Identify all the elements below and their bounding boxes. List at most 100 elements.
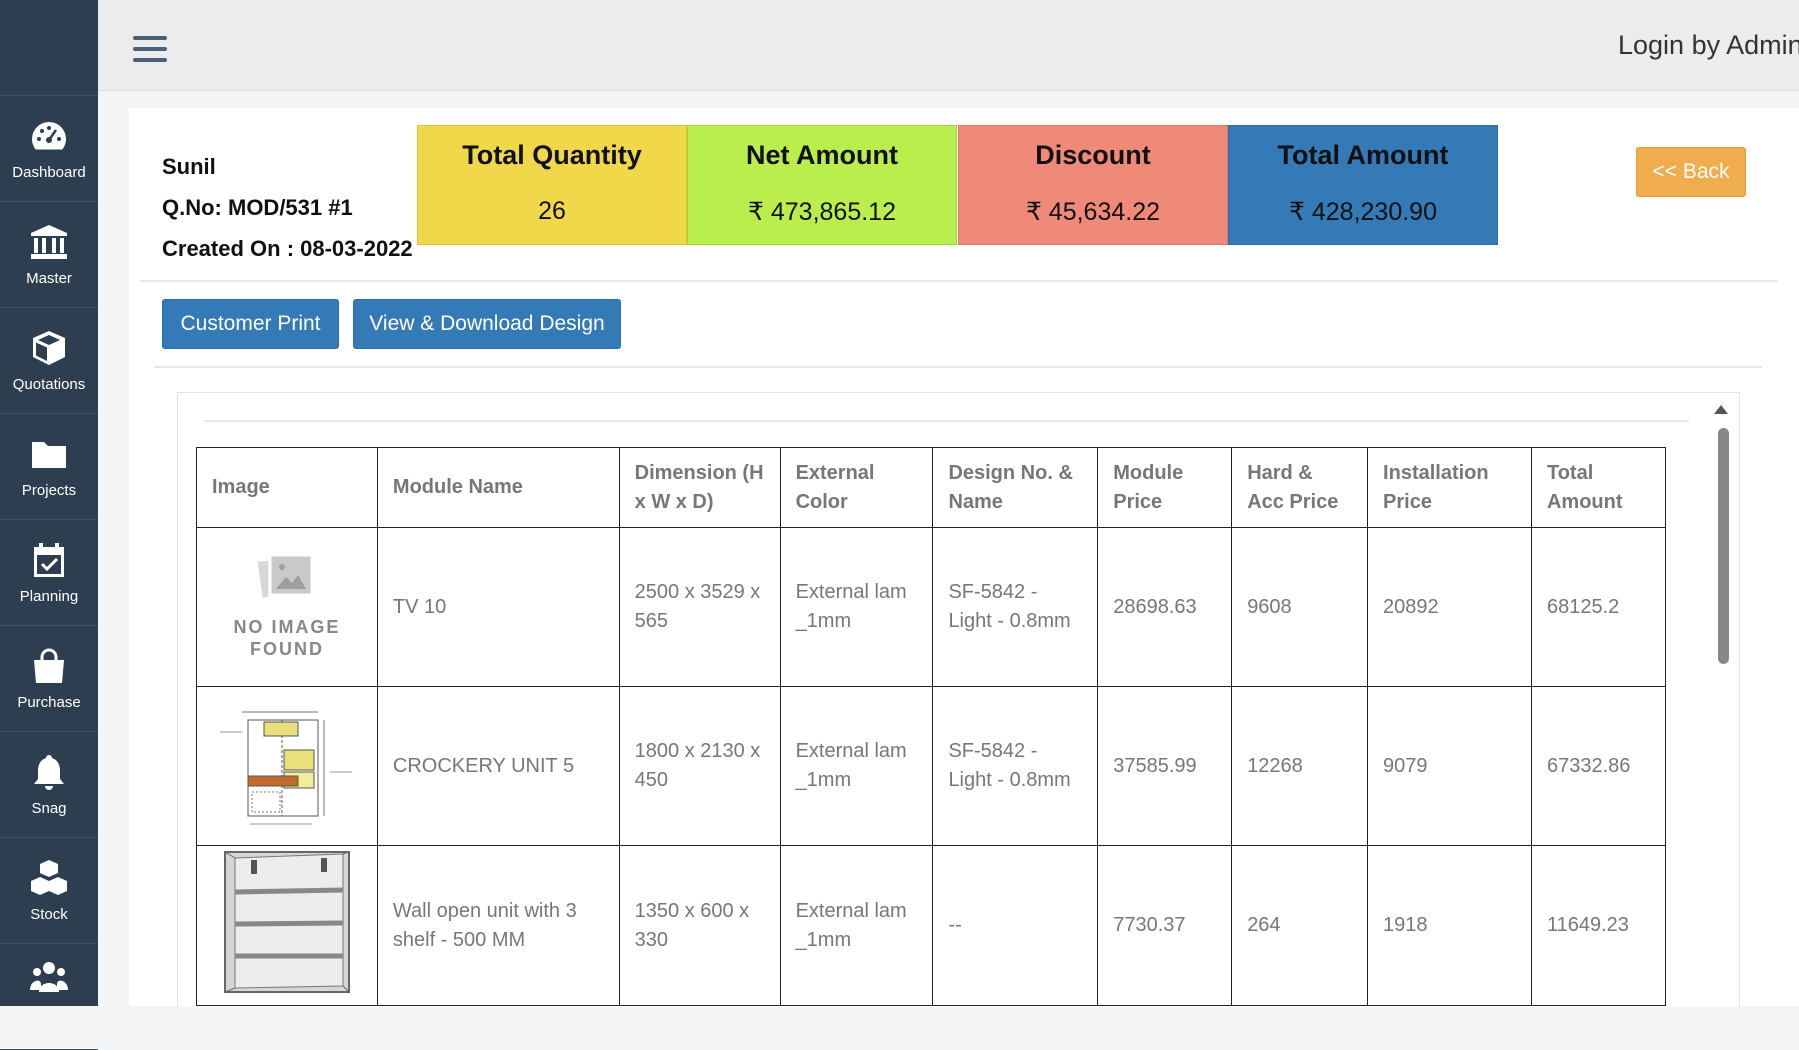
sidebar-item-snag[interactable]: Snag bbox=[0, 732, 98, 838]
top-bar: Login by Admin bbox=[98, 0, 1799, 91]
total-amount-card: Total Amount ₹ 428,230.90 bbox=[1228, 125, 1498, 245]
sidebar-item-projects[interactable]: Projects bbox=[0, 414, 98, 520]
hard-acc-price-cell: 12268 bbox=[1231, 686, 1369, 846]
wall-unit-render bbox=[223, 851, 350, 993]
total-amount-cell: 68125.2 bbox=[1530, 527, 1667, 687]
card-title: Total Quantity bbox=[462, 140, 642, 170]
cubes-icon bbox=[31, 860, 67, 895]
sidebar-logo-area bbox=[0, 0, 98, 96]
sidebar-item-quotations[interactable]: Quotations bbox=[0, 308, 98, 414]
cube-icon bbox=[33, 331, 65, 365]
folder-icon bbox=[32, 442, 66, 468]
quotation-panel: Sunil Q.No: MOD/531 #1 Created On : 08-0… bbox=[129, 108, 1799, 1007]
sidebar-item-label: Quotations bbox=[12, 376, 86, 393]
modules-table: Image Module Name Dimension (H x W x D) … bbox=[196, 447, 1667, 1006]
sidebar-item-label: Master bbox=[26, 270, 72, 287]
card-value: ₹ 473,865.12 bbox=[748, 198, 896, 226]
sidebar-item-purchase[interactable]: Purchase bbox=[0, 626, 98, 732]
discount-card: Discount ₹ 45,634.22 bbox=[958, 125, 1228, 245]
module-image-cell bbox=[196, 686, 378, 846]
card-title: Total Amount bbox=[1277, 140, 1449, 170]
column-header: Image bbox=[196, 447, 378, 528]
sidebar-item-label: Stock bbox=[30, 906, 68, 923]
no-image-placeholder: NO IMAGE FOUND bbox=[232, 551, 342, 660]
total-amount-cell: 11649.23 bbox=[1530, 845, 1667, 1006]
customer-print-button[interactable]: Customer Print bbox=[162, 299, 339, 349]
design-cell: SF-5842 - Light - 0.8mm bbox=[932, 527, 1099, 687]
design-cell: SF-5842 - Light - 0.8mm bbox=[932, 686, 1099, 846]
users-icon bbox=[30, 962, 68, 992]
table-row: CROCKERY UNIT 5 1800 x 2130 x 450 Extern… bbox=[196, 686, 1667, 846]
back-button[interactable]: << Back bbox=[1636, 147, 1746, 197]
quotation-info: Sunil Q.No: MOD/531 #1 Created On : 08-0… bbox=[162, 146, 413, 269]
hamburger-menu-icon[interactable] bbox=[133, 36, 167, 66]
no-image-text: NO IMAGE FOUND bbox=[233, 616, 341, 659]
module-name-cell: TV 10 bbox=[376, 527, 620, 687]
dimension-cell: 1350 x 600 x 330 bbox=[618, 845, 781, 1006]
installation-price-cell: 1918 bbox=[1367, 845, 1532, 1006]
table-row: NO IMAGE FOUND TV 10 2500 x 3529 x 565 E… bbox=[196, 527, 1667, 687]
card-title: Net Amount bbox=[746, 140, 898, 170]
sidebar-item-label: Planning bbox=[19, 588, 79, 605]
column-header: Total Amount bbox=[1530, 447, 1667, 528]
sidebar-item-label: Projects bbox=[21, 482, 77, 499]
bell-icon bbox=[34, 755, 64, 790]
card-value: ₹ 45,634.22 bbox=[1025, 198, 1161, 226]
dimension-cell: 1800 x 2130 x 450 bbox=[618, 686, 781, 846]
modules-table-container: Image Module Name Dimension (H x W x D) … bbox=[177, 392, 1740, 1007]
customer-name: Sunil bbox=[162, 154, 216, 179]
external-color-cell: External lam _1mm bbox=[779, 527, 934, 687]
shopping-bag-icon bbox=[34, 648, 64, 683]
sidebar-item-master[interactable]: Master bbox=[0, 202, 98, 308]
divider bbox=[140, 280, 1777, 282]
hard-acc-price-cell: 264 bbox=[1231, 845, 1369, 1006]
external-color-cell: External lam _1mm bbox=[779, 686, 934, 846]
table-scroll-up-icon[interactable] bbox=[1714, 405, 1728, 414]
image-placeholder-icon bbox=[257, 553, 314, 598]
column-header: Dimension (H x W x D) bbox=[618, 447, 781, 528]
created-date: Created On : 08-03-2022 bbox=[162, 236, 413, 261]
view-download-design-button[interactable]: View & Download Design bbox=[353, 299, 621, 349]
installation-price-cell: 9079 bbox=[1367, 686, 1532, 846]
module-name-cell: Wall open unit with 3 shelf - 500 MM bbox=[376, 845, 620, 1006]
net-amount-card: Net Amount ₹ 473,865.12 bbox=[687, 125, 957, 245]
card-value: ₹ 428,230.90 bbox=[1289, 198, 1437, 226]
column-header: External Color bbox=[779, 447, 934, 528]
bank-icon bbox=[31, 225, 67, 259]
module-image-cell bbox=[196, 845, 378, 1006]
quotation-number: Q.No: MOD/531 #1 bbox=[162, 195, 353, 220]
module-price-cell: 37585.99 bbox=[1097, 686, 1233, 846]
divider bbox=[204, 420, 1689, 422]
sidebar: Dashboard Master Quotations Projects Pla… bbox=[0, 0, 98, 1050]
table-scrollbar[interactable] bbox=[1718, 428, 1729, 664]
hard-acc-price-cell: 9608 bbox=[1231, 527, 1369, 687]
column-header: Installation Price bbox=[1367, 447, 1532, 528]
sidebar-item-users[interactable] bbox=[0, 944, 98, 1050]
card-value: 26 bbox=[538, 197, 566, 225]
column-header: Hard & Acc Price bbox=[1231, 447, 1369, 528]
module-image-cell: NO IMAGE FOUND bbox=[196, 527, 378, 687]
total-quantity-card: Total Quantity 26 bbox=[417, 125, 687, 245]
total-amount-cell: 67332.86 bbox=[1530, 686, 1667, 846]
module-price-cell: 7730.37 bbox=[1097, 845, 1233, 1006]
column-header: Module Price bbox=[1097, 447, 1233, 528]
sidebar-item-dashboard[interactable]: Dashboard bbox=[0, 96, 98, 202]
dimension-cell: 2500 x 3529 x 565 bbox=[618, 527, 781, 687]
module-name-cell: CROCKERY UNIT 5 bbox=[376, 686, 620, 846]
table-row: Wall open unit with 3 shelf - 500 MM 135… bbox=[196, 845, 1667, 1006]
sidebar-item-stock[interactable]: Stock bbox=[0, 838, 98, 944]
column-header: Design No. & Name bbox=[932, 447, 1099, 528]
crockery-unit-drawing bbox=[219, 711, 352, 824]
login-user-text: Login by Admin bbox=[1618, 30, 1799, 60]
column-header: Module Name bbox=[376, 447, 620, 528]
sidebar-item-planning[interactable]: Planning bbox=[0, 520, 98, 626]
external-color-cell: External lam _1mm bbox=[779, 845, 934, 1006]
sidebar-item-label: Purchase bbox=[17, 694, 81, 711]
sidebar-item-label: Dashboard bbox=[12, 164, 86, 181]
divider bbox=[155, 366, 1762, 368]
calendar-check-icon bbox=[34, 543, 64, 577]
table-header-row: Image Module Name Dimension (H x W x D) … bbox=[196, 447, 1667, 528]
installation-price-cell: 20892 bbox=[1367, 527, 1532, 687]
design-cell: -- bbox=[932, 845, 1099, 1006]
card-title: Discount bbox=[1035, 140, 1151, 170]
